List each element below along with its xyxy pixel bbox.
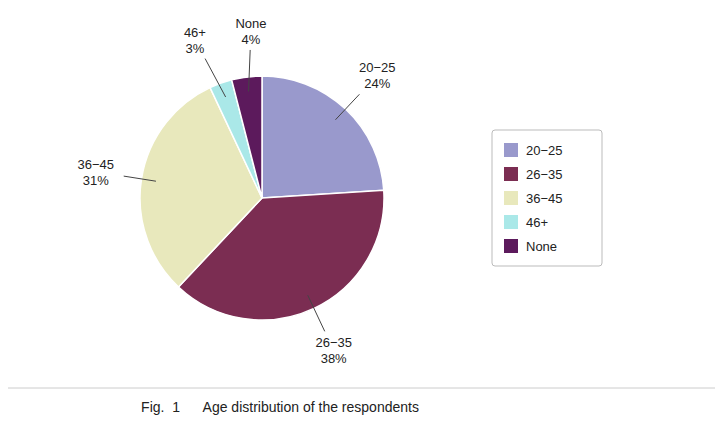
pie-slice: [262, 76, 384, 198]
chart: 20−2524%26−3538%36−4531%46+3%None4%20−25…: [0, 0, 723, 426]
legend-swatch: [504, 143, 518, 157]
caption: Fig. 1 Age distribution of the responden…: [141, 399, 419, 415]
legend-label: 20−25: [526, 143, 563, 158]
leader-line: [124, 176, 156, 181]
slice-label: 46+: [184, 25, 206, 40]
legend-label: 46+: [526, 215, 548, 230]
slice-label: 26−35: [315, 335, 352, 350]
value-label: 3%: [186, 41, 205, 56]
legend-swatch: [504, 191, 518, 205]
slices: [140, 76, 384, 320]
value-label: 31%: [83, 173, 109, 188]
value-label: 24%: [364, 76, 390, 91]
slice-label: None: [235, 16, 266, 31]
leader-line: [335, 94, 359, 119]
legend: 20−25 26−35 36−45 46+ None: [492, 130, 602, 266]
leader-line: [205, 59, 226, 97]
legend-label: 36−45: [526, 191, 563, 206]
legend-swatch: [504, 215, 518, 229]
leader-line: [308, 295, 325, 331]
leader-line: [249, 50, 251, 92]
value-label: 38%: [321, 351, 347, 366]
data-labels: 20−2524% 26−3538% 36−4531% 46+3% None4%: [77, 16, 395, 366]
legend-swatch: [504, 167, 518, 181]
slice-label: 20−25: [359, 60, 396, 75]
legend-frame: [492, 130, 602, 266]
pie-slice: [232, 76, 262, 198]
legend-swatch: [504, 239, 518, 253]
legend-label: None: [526, 239, 557, 254]
slice-label: 36−45: [77, 157, 114, 172]
separator: [8, 388, 715, 389]
legend-label: 26−35: [526, 167, 563, 182]
value-label: 4%: [242, 32, 261, 47]
